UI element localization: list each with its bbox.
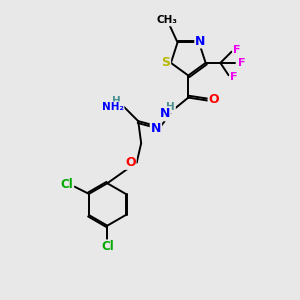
Text: Cl: Cl: [101, 240, 114, 254]
Text: CH₃: CH₃: [157, 15, 178, 26]
Text: NH₂: NH₂: [102, 102, 124, 112]
Text: N: N: [151, 122, 161, 135]
Text: Cl: Cl: [61, 178, 73, 191]
Text: F: F: [238, 58, 245, 68]
Text: O: O: [125, 156, 136, 169]
Text: F: F: [230, 72, 238, 82]
Text: H: H: [166, 102, 175, 112]
Text: S: S: [161, 56, 170, 69]
Text: H: H: [112, 96, 121, 106]
Text: F: F: [233, 45, 241, 55]
Text: O: O: [208, 93, 219, 106]
Text: N: N: [195, 34, 206, 47]
Text: N: N: [160, 107, 170, 120]
